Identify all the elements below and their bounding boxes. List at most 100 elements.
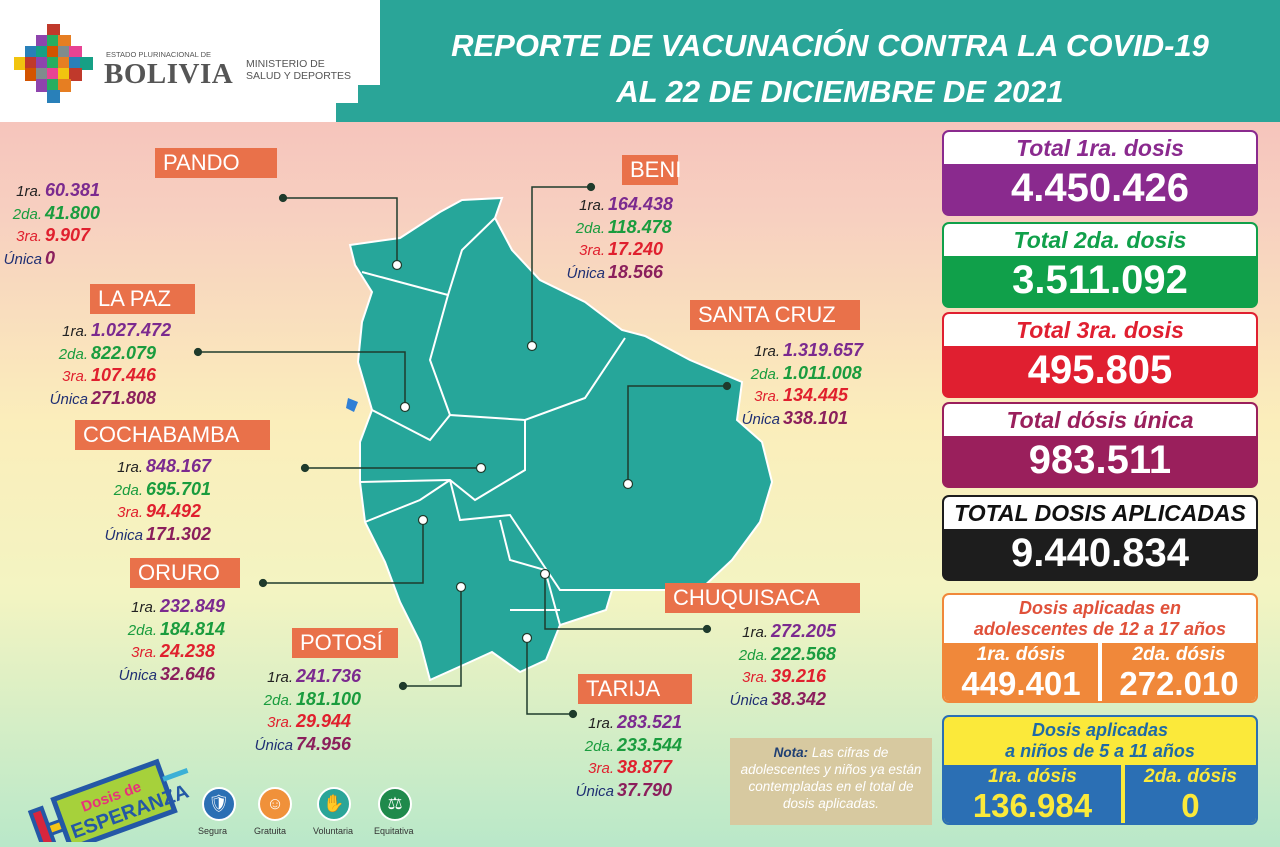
dose-label: 1ra. (131, 599, 157, 616)
map-point (526, 340, 538, 352)
dose-value: 181.100 (296, 688, 362, 709)
dose-line-single: Única 18.566 (0, 261, 663, 283)
dose-value: 1.027.472 (91, 320, 172, 340)
dose-line-first: 1ra. 60.381 (0, 179, 100, 201)
dose-value: 222.568 (771, 643, 837, 664)
dose-line-third: 3ra. 24.238 (0, 640, 215, 662)
dose-label: 3ra. (754, 388, 780, 405)
adolescents-title: Dosis aplicadas en (1018, 598, 1182, 618)
leader-dot (398, 681, 408, 691)
logo-tile (47, 79, 60, 92)
dose-label: Única (49, 390, 88, 408)
department-borders (359, 217, 626, 626)
dose-line-second: 2da. 181.100 (0, 688, 361, 710)
logo-tile (25, 46, 38, 59)
logo-tile (58, 35, 71, 48)
logo-tile (47, 46, 60, 59)
dose-line-single: Única 37.790 (0, 779, 672, 801)
dose-label: 1ra. (62, 323, 88, 340)
dose-value: 60.381 (45, 180, 101, 200)
logo-tile (58, 57, 71, 70)
dose-line-first: 1ra. 1.027.472 (0, 319, 171, 341)
dose-value: 17.240 (608, 239, 664, 259)
lake-titicaca (346, 398, 358, 412)
dose-value: 695.701 (146, 478, 212, 499)
dose-line-second: 2da. 233.544 (0, 734, 682, 756)
hand-icon: ✋ (317, 787, 351, 821)
dose-line-third: 3ra. 134.445 (0, 384, 848, 406)
leader-dot (568, 709, 578, 719)
dose-label: 1ra. (267, 669, 293, 686)
value-label: Voluntaria (313, 826, 354, 836)
estado-text: ESTADO PLURINACIONAL DE (106, 50, 212, 59)
dose-label: 2da. (738, 646, 768, 664)
adolescents-title: adolescentes de 12 a 17 años (973, 619, 1227, 639)
department-label: COCHABAMBA (75, 420, 270, 450)
dose-label: 2da. (584, 737, 614, 755)
dose-line-second: 2da. 41.800 (0, 202, 100, 224)
logo-tile (36, 35, 49, 48)
leader-dot (193, 347, 203, 357)
leader-dot (586, 182, 596, 192)
leader-lines (198, 186, 727, 715)
dose-label: Única (118, 666, 157, 684)
adolescents-second-value: 272.010 (1119, 665, 1239, 702)
total-label: TOTAL DOSIS APLICADAS (944, 497, 1256, 529)
dose-value: 241.736 (296, 666, 362, 686)
dose-value: 39.216 (771, 666, 827, 686)
dose-label: 2da. (127, 621, 157, 639)
note-bold: Nota: (773, 745, 809, 760)
children-first-label: 1ra. dósis (988, 766, 1077, 787)
logo-tile (47, 68, 60, 81)
dose-line-first: 1ra. 272.205 (0, 620, 836, 642)
leader-dot (278, 193, 288, 203)
dose-value: 232.849 (160, 596, 226, 616)
dose-value: 164.438 (608, 194, 674, 214)
dose-value: 848.167 (146, 456, 212, 476)
dose-line-first: 1ra. 283.521 (0, 711, 682, 733)
total-label: Total dósis única (944, 404, 1256, 436)
ministerio-line: SALUD Y DEPORTES (246, 70, 352, 82)
dose-value: 24.238 (160, 641, 216, 661)
logo-tile (69, 57, 82, 70)
leader-dot (258, 578, 268, 588)
note-text: Las cifras de adolescentes y niños ya es… (740, 745, 922, 811)
dose-value: 283.521 (617, 712, 683, 732)
report-date: AL 22 DE DICIEMBRE DE 2021 (616, 74, 1064, 109)
total-label: Total 3ra. dosis (944, 314, 1256, 346)
leader-dot (702, 624, 712, 634)
dose-label: Única (3, 250, 42, 268)
children-title: a niños de 5 a 11 años (1005, 741, 1195, 761)
department-label: ORURO (130, 558, 240, 588)
dose-value: 38.877 (617, 757, 673, 777)
dose-label: 2da. (263, 691, 293, 709)
dose-value: 37.790 (617, 779, 673, 800)
logo-tile (58, 46, 71, 59)
logo-tile (47, 35, 60, 48)
dose-line-single: Única 0 (0, 247, 55, 269)
map-point (455, 581, 467, 593)
dose-label: 3ra. (16, 228, 42, 245)
dose-label: 1ra. (579, 197, 605, 214)
dose-line-third: 3ra. 29.944 (0, 710, 351, 732)
logo-tile (69, 46, 82, 59)
logo-tile (47, 57, 60, 70)
dose-value: 271.808 (91, 387, 157, 408)
dose-line-single: Única 38.342 (0, 688, 826, 710)
dose-label: 3ra. (579, 242, 605, 259)
bolivia-text: BOLIVIA (104, 58, 234, 90)
logo-tile (58, 79, 71, 92)
dose-line-single: Única 171.302 (0, 523, 211, 545)
department-label: BENI (622, 155, 681, 185)
dose-label: 3ra. (131, 644, 157, 661)
logo-tile (47, 24, 60, 37)
dose-label: Única (104, 526, 143, 544)
dose-line-third: 3ra. 38.877 (0, 756, 672, 778)
shield-icon: 🛡 (202, 787, 236, 821)
bolivia-emblem-logo (14, 24, 94, 104)
dose-label: 1ra. (742, 624, 768, 641)
ministerio-line: MINISTERIO DE (246, 58, 325, 70)
adolescents-first-value: 449.401 (961, 665, 1081, 702)
dose-line-second: 2da. 118.478 (0, 216, 672, 238)
